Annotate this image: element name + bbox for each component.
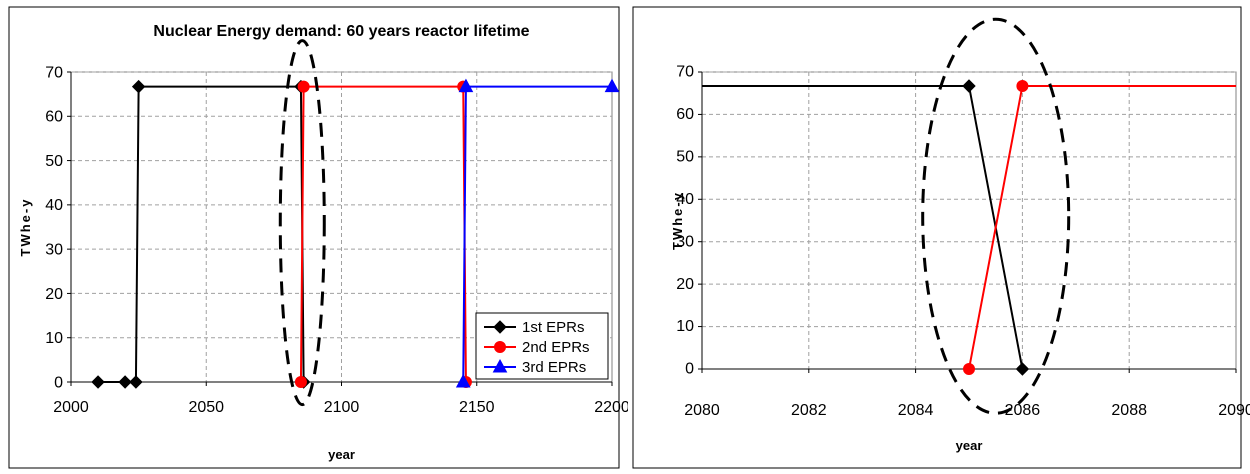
y-tick-label: 20 bbox=[676, 276, 694, 293]
y-tick-label: 10 bbox=[45, 330, 63, 347]
y-tick-label: 70 bbox=[676, 64, 694, 81]
x-tick-label: 2090 bbox=[1218, 402, 1250, 419]
x-tick-label: 2050 bbox=[188, 399, 224, 416]
data-point bbox=[963, 363, 975, 375]
y-tick-label: 10 bbox=[676, 318, 694, 335]
data-point bbox=[118, 375, 132, 389]
data-point bbox=[962, 79, 976, 93]
y-tick-label: 30 bbox=[676, 233, 694, 250]
data-point bbox=[455, 373, 471, 388]
legend-marker bbox=[492, 358, 508, 373]
chart-right-svg: 0 10 20 30 40 50 60 70 2080 2082 2084 2086 2088 2090 y… bbox=[632, 6, 1250, 469]
x-axis-title: year bbox=[956, 438, 983, 453]
y-axis-title: TWhe-y bbox=[18, 198, 33, 257]
x-axis-title: year bbox=[328, 447, 355, 462]
data-point bbox=[297, 80, 310, 93]
legend-marker bbox=[494, 341, 506, 353]
chart-left-svg: 0 10 20 30 40 50 60 70 2000 2050 2100 2150 2200 Nucle… bbox=[8, 6, 628, 469]
data-point bbox=[604, 78, 620, 93]
data-point bbox=[129, 375, 143, 389]
highlight-ellipse bbox=[921, 17, 1071, 415]
highlight-ellipse bbox=[278, 39, 326, 407]
y-tick-label: 0 bbox=[685, 361, 694, 378]
legend-marker bbox=[493, 320, 507, 334]
x-tick-label: 2082 bbox=[791, 402, 827, 419]
x-tick-label: 2088 bbox=[1111, 402, 1147, 419]
chart-right: 0 10 20 30 40 50 60 70 2080 2082 2084 2086 2088 2090 y… bbox=[632, 0, 1250, 474]
y-tick-label: 60 bbox=[45, 109, 63, 126]
x-tick-label: 2084 bbox=[898, 402, 934, 419]
y-tick-label: 50 bbox=[45, 153, 63, 170]
x-tick-label: 2100 bbox=[324, 399, 360, 416]
series-2 bbox=[963, 80, 1236, 375]
y-tick-label: 60 bbox=[676, 106, 694, 123]
data-point bbox=[1016, 80, 1029, 93]
data-point bbox=[91, 375, 105, 389]
x-tick-label: 2086 bbox=[1005, 402, 1041, 419]
legend-label: 1st EPRs bbox=[522, 319, 585, 336]
y-tick-label: 50 bbox=[676, 149, 694, 166]
y-tick-label: 40 bbox=[45, 197, 63, 214]
legend-label: 2nd EPRs bbox=[522, 339, 590, 356]
data-point bbox=[131, 79, 146, 94]
chart-title: Nuclear Energy demand: 60 years reactor … bbox=[153, 23, 529, 40]
legend: 1st EPRs 2nd EPRs 3rd EPRs bbox=[475, 312, 609, 380]
x-tick-label: 2150 bbox=[459, 399, 495, 416]
y-tick-label: 40 bbox=[676, 191, 694, 208]
chart-left: 0 10 20 30 40 50 60 70 2000 2050 2100 2150 2200 Nucle… bbox=[8, 6, 628, 469]
x-tick-label: 2200 bbox=[594, 399, 628, 416]
x-tick-label: 2080 bbox=[684, 402, 720, 419]
y-tick-label: 20 bbox=[45, 286, 63, 303]
y-tick-label: 70 bbox=[45, 64, 63, 81]
y-axis-title: TWhe-y bbox=[670, 191, 685, 250]
x-tick-label: 2000 bbox=[53, 399, 89, 416]
data-point bbox=[294, 376, 307, 388]
y-tick-label: 0 bbox=[54, 374, 63, 391]
data-point bbox=[1015, 362, 1030, 376]
series-1 bbox=[702, 79, 1030, 376]
series-3 bbox=[455, 78, 620, 388]
y-tick-label: 30 bbox=[45, 241, 63, 258]
data-point bbox=[458, 78, 474, 93]
legend-label: 3rd EPRs bbox=[522, 359, 586, 376]
plot-area bbox=[701, 71, 1237, 370]
